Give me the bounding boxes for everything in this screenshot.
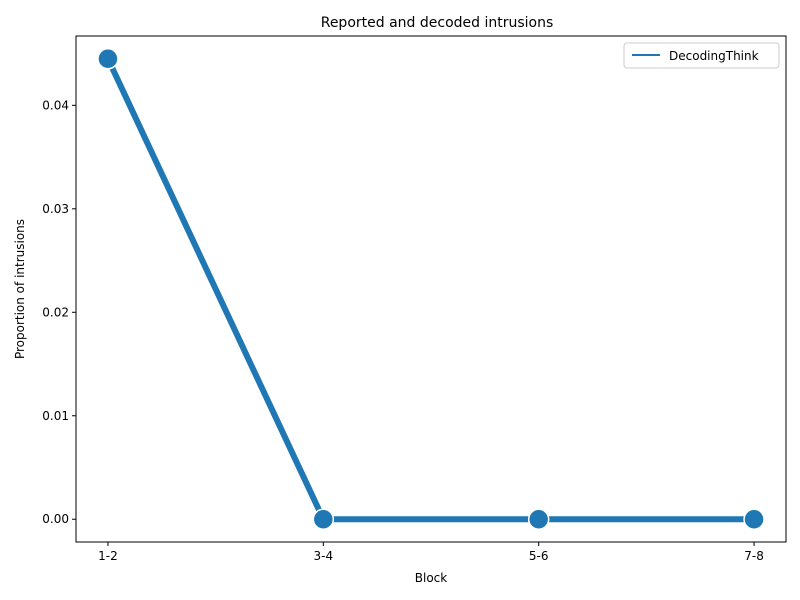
chart-title: Reported and decoded intrusions (321, 15, 554, 31)
y-axis-label: Proportion of intrusions (13, 219, 27, 359)
data-point (743, 508, 765, 530)
y-tick-label: 0.02 (42, 305, 69, 319)
legend-label: DecodingThink (669, 49, 759, 63)
x-axis-label: Block (415, 571, 448, 585)
y-tick-label: 0.04 (42, 98, 69, 112)
x-tick-label: 5-6 (529, 549, 549, 563)
axes-frame (75, 35, 787, 543)
x-axis: 1-2 3-4 5-6 7-8 (98, 542, 764, 563)
legend-box (623, 42, 780, 69)
x-tick-label: 1-2 (98, 549, 118, 563)
y-axis: 0.00 0.01 0.02 0.03 0.04 (42, 98, 76, 526)
y-tick-label: 0.01 (42, 409, 69, 423)
y-tick-label: 0.00 (42, 512, 69, 526)
x-tick-label: 7-8 (744, 549, 764, 563)
y-tick-label: 0.03 (42, 202, 69, 216)
series-line (104, 55, 758, 523)
legend: DecodingThink (623, 42, 780, 69)
data-point (97, 48, 119, 70)
x-tick-label: 3-4 (314, 549, 334, 563)
plot-area (97, 48, 765, 530)
data-point (312, 508, 335, 530)
data-point (527, 508, 550, 530)
